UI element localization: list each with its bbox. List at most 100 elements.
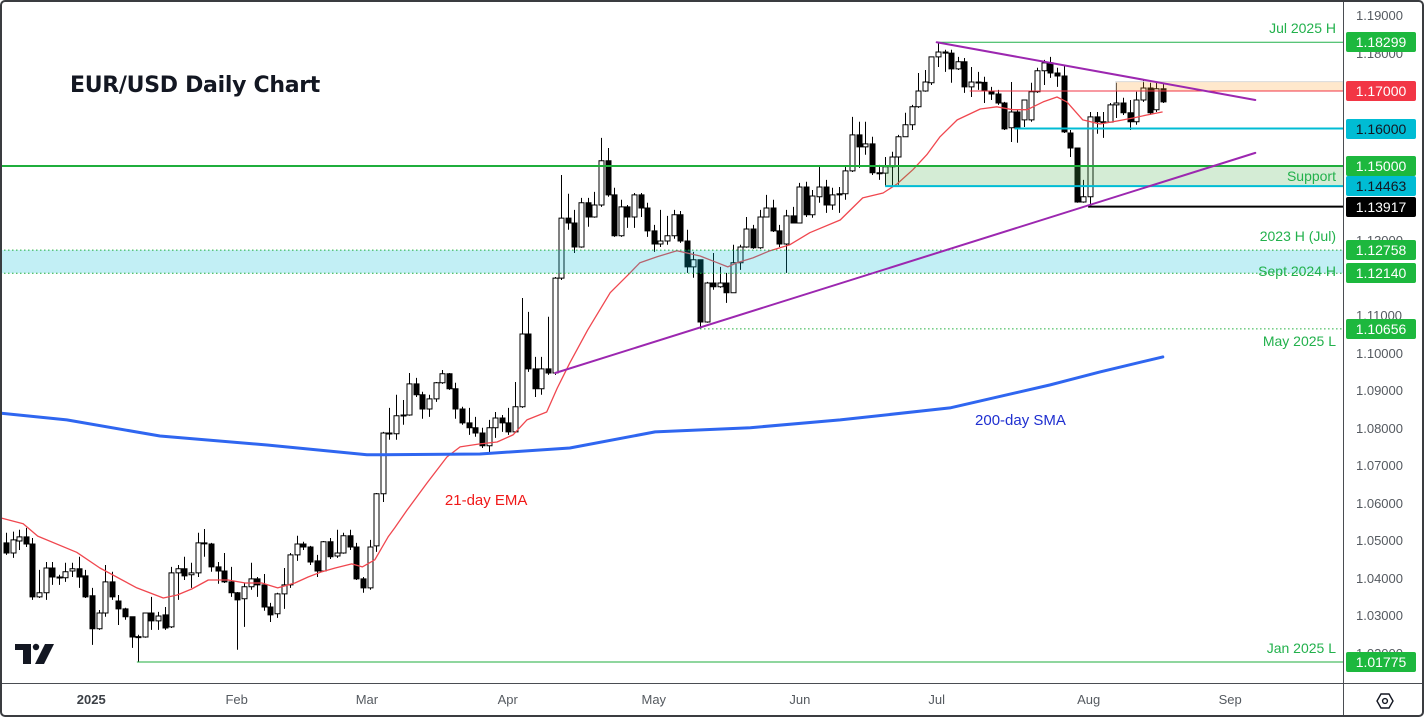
tradingview-logo-icon[interactable] <box>14 643 56 665</box>
candle <box>776 224 783 247</box>
candle <box>1008 82 1015 142</box>
level-1-17000-price-badge: 1.17000 <box>1346 81 1416 101</box>
candle <box>1028 82 1035 122</box>
candle <box>605 148 612 197</box>
candle <box>975 71 982 90</box>
candle <box>532 356 539 397</box>
ascending-support-trendline[interactable] <box>554 151 1257 374</box>
candle <box>624 205 631 228</box>
price-tick-label: 1.10000 <box>1356 345 1403 361</box>
candle <box>254 577 261 597</box>
candle <box>29 538 36 600</box>
resistance-zone[interactable] <box>1115 81 1343 92</box>
candle <box>981 76 988 103</box>
candle <box>611 187 618 237</box>
candle <box>23 527 30 547</box>
candle <box>968 67 975 97</box>
price-tick-label: 1.03000 <box>1356 608 1403 623</box>
price-chart-canvas[interactable] <box>0 0 1343 683</box>
candle <box>922 70 929 92</box>
time-axis-label: Aug <box>1077 692 1101 707</box>
chart-plot-area[interactable]: 21-day EMA 200-day SMA Support Jul 2025 H 20… <box>0 0 1343 683</box>
price-axis[interactable]: 1.190001.180001.170001.160001.150001.140… <box>1344 0 1424 683</box>
candle <box>862 121 869 155</box>
candle <box>406 373 413 416</box>
candle <box>49 562 56 585</box>
sept-2024-high-price-badge: 1.12140 <box>1346 263 1416 284</box>
candle <box>1080 179 1087 203</box>
candle <box>1047 56 1054 78</box>
candle <box>809 190 816 218</box>
candle <box>16 529 23 550</box>
candle <box>737 244 744 270</box>
candle <box>644 202 651 237</box>
candle <box>446 373 453 390</box>
candle <box>102 565 109 617</box>
aug-2025-low-price-badge: 1.13917 <box>1346 196 1416 217</box>
may-2025-low-label: May 2025 L <box>1262 332 1336 349</box>
candle <box>373 493 380 552</box>
candle <box>538 356 545 395</box>
candle <box>598 137 605 207</box>
candle <box>664 215 671 245</box>
candle <box>294 535 301 561</box>
candle <box>274 592 281 618</box>
time-axis-divider <box>0 683 1424 684</box>
price-tick-label: 1.04000 <box>1356 570 1403 586</box>
candle <box>1107 103 1114 123</box>
support-zone[interactable] <box>885 166 1343 187</box>
candle <box>281 568 288 609</box>
candle <box>704 281 711 323</box>
time-axis[interactable]: 2025 Feb Mar Apr May Jun Jul Aug Sep <box>0 684 1343 717</box>
time-axis-label: Sep <box>1218 692 1242 707</box>
prior-highs-zone[interactable] <box>0 250 1343 274</box>
candle <box>89 587 96 645</box>
candle <box>135 634 142 662</box>
price-tick-label: 1.07000 <box>1356 458 1403 473</box>
price-axis-divider <box>1343 0 1344 717</box>
candle <box>552 277 559 375</box>
candle <box>347 529 354 550</box>
candle <box>360 577 367 593</box>
candle <box>816 166 823 203</box>
candle <box>234 592 241 650</box>
candle <box>1061 64 1068 133</box>
candle <box>730 244 737 294</box>
candle <box>1160 82 1167 103</box>
candle <box>459 406 466 425</box>
candle <box>519 298 526 408</box>
candle <box>122 607 129 620</box>
candle <box>69 562 76 577</box>
candle <box>307 545 314 565</box>
21-day-ema-line[interactable] <box>0 96 1163 599</box>
candle <box>400 400 407 425</box>
candle <box>697 259 704 329</box>
candle <box>1120 97 1127 115</box>
jul-2025-high-label: Jul 2025 H <box>1269 20 1336 37</box>
candle <box>1140 79 1147 102</box>
candle <box>723 272 730 303</box>
price-tick-label: 1.08000 <box>1356 420 1403 436</box>
descending-resistance-trendline[interactable] <box>935 41 1257 101</box>
candle <box>915 73 922 108</box>
chart-settings-button[interactable] <box>1344 684 1424 717</box>
price-tick-label: 1.09000 <box>1356 383 1403 398</box>
candle <box>571 209 578 253</box>
candle <box>651 224 658 252</box>
level-1-16000-price-badge: 1.16000 <box>1346 118 1416 139</box>
candle <box>221 553 228 583</box>
candle <box>287 553 294 588</box>
candle <box>228 566 235 597</box>
candle <box>155 611 162 630</box>
candle <box>1014 109 1021 143</box>
candle <box>3 532 10 555</box>
candle <box>677 211 684 243</box>
time-axis-label: Mar <box>355 692 379 707</box>
candle <box>1067 130 1074 157</box>
candle <box>188 562 195 588</box>
candle <box>525 311 532 372</box>
200-day-sma-line[interactable] <box>0 355 1165 457</box>
candle <box>439 370 446 384</box>
candle <box>115 595 122 625</box>
